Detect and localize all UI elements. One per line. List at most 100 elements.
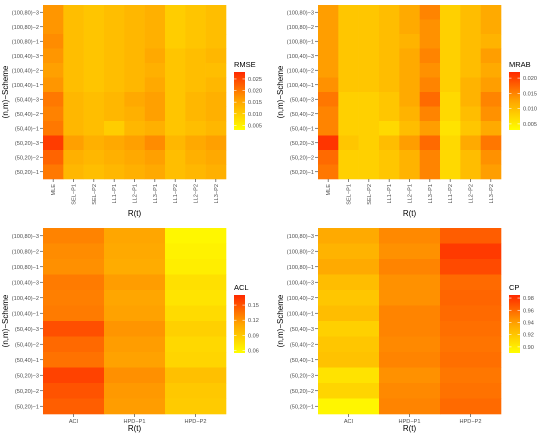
heatmap-cell [379,321,441,337]
heatmap-cell [460,77,481,93]
heatmap-cell [318,321,380,337]
heatmap-cell [379,305,441,322]
heatmap-cell [399,164,420,180]
heatmap-cell [440,121,461,136]
legend-tick-label: 0.92 [523,333,534,339]
heatmap-cell [185,63,206,78]
heatmap-cell [43,367,105,384]
heatmap-cell [104,321,166,337]
heatmap-cell [318,352,380,368]
heatmap-cell [185,77,206,93]
heatmap-cell [185,48,206,64]
y-tick-label: (50,40)−1 [290,126,314,132]
x-tick-label: HPD−P1 [124,419,146,425]
heatmap-cell [480,77,502,93]
heatmap-cell [440,77,461,93]
heatmap-cell [379,106,400,122]
heatmap-cell [440,92,461,107]
heatmap-cell [104,48,125,64]
heatmap-cell [83,164,105,180]
y-tick-label: (100,80)−2 [287,249,314,255]
heatmap-cell [440,135,461,151]
x-axis-title: R(t) [128,209,142,218]
heatmap-cell [43,228,105,244]
heatmap-cell [144,164,166,180]
y-tick-label: (50,40)−3 [15,327,39,333]
heatmap-cell [43,63,64,78]
legend-tick-label: 0.90 [523,345,534,351]
heatmap-cell [144,92,166,107]
heatmap-cell [399,150,420,165]
heatmap-cell [480,48,502,64]
heatmap-cell [338,150,359,165]
y-tick-label: (100,40)−3 [287,54,314,60]
heatmap-cell [165,228,227,244]
heatmap-cell [43,336,105,353]
heatmap-cell [63,5,84,20]
y-tick-label: (50,40)−1 [15,126,39,132]
y-tick-label: (100,40)−1 [287,83,314,89]
heatmap-cell [43,121,64,136]
y-axis-title: (n,m)−Scheme [1,294,10,347]
heatmap-cell [43,34,64,49]
heatmap-cell [440,228,502,244]
heatmap-cell [124,5,145,20]
heatmap-cell [104,336,166,353]
y-tick-label: (100,40)−3 [287,280,314,286]
heatmap-cell [104,106,125,122]
y-tick-label: (100,80)−1 [287,39,314,45]
heatmap-cell [63,34,84,49]
heatmap-cell [440,274,502,291]
heatmap-cell [165,305,227,322]
heatmap-cell [419,106,441,122]
heatmap-cell [205,5,227,20]
heatmap-cell [83,48,105,64]
legend-tick-label: 0.015 [523,91,537,97]
heatmap-cell [440,336,502,353]
heatmap-cell [318,150,339,165]
heatmap-cell [379,383,441,399]
heatmap-cell [43,5,64,20]
heatmap-cell [318,92,339,107]
heatmap-cell [318,121,339,136]
heatmap-cell [419,150,441,165]
heatmap-cell [124,48,145,64]
x-tick-label: SEL−P1 [347,184,353,205]
heatmap-cell [338,106,359,122]
heatmap-cell [338,92,359,107]
heatmap-cell [480,63,502,78]
heatmap-cell [144,150,166,165]
y-tick-label: (50,40)−2 [290,342,314,348]
heatmap-cell [318,383,380,399]
legend-tick-label: 0.010 [248,112,262,118]
heatmap-cell [63,92,84,107]
y-tick-label: (100,40)−2 [287,296,314,302]
heatmap-cell [43,164,64,180]
x-axis-title: R(t) [128,424,142,433]
heatmap-cell [480,164,502,180]
heatmap-cell [185,5,206,20]
heatmap-cell [338,121,359,136]
heatmap-cell [440,352,502,368]
heatmap-cell [480,19,502,35]
heatmap-cell [419,5,441,20]
heatmap-cell [63,106,84,122]
heatmap-cell [124,150,145,165]
y-tick-label: (50,20)−1 [15,170,39,176]
x-tick-label: HPD−P2 [460,419,482,425]
heatmap-cell [379,367,441,384]
x-tick-label: LL1−P2 [448,184,454,203]
legend-title: RMSE [234,60,256,69]
heatmap-cell [63,121,84,136]
heatmap-cell [379,63,400,78]
heatmap-cell [185,135,206,151]
heatmap-cell [318,243,380,260]
heatmap-cell [379,290,441,306]
heatmap-cell [379,352,441,368]
y-tick-label: (100,40)−2 [12,68,39,74]
heatmap-cell [358,150,380,165]
heatmap-cell [104,121,125,136]
heatmap-cell [124,19,145,35]
heatmap-cell [185,150,206,165]
heatmap-cell [104,34,125,49]
